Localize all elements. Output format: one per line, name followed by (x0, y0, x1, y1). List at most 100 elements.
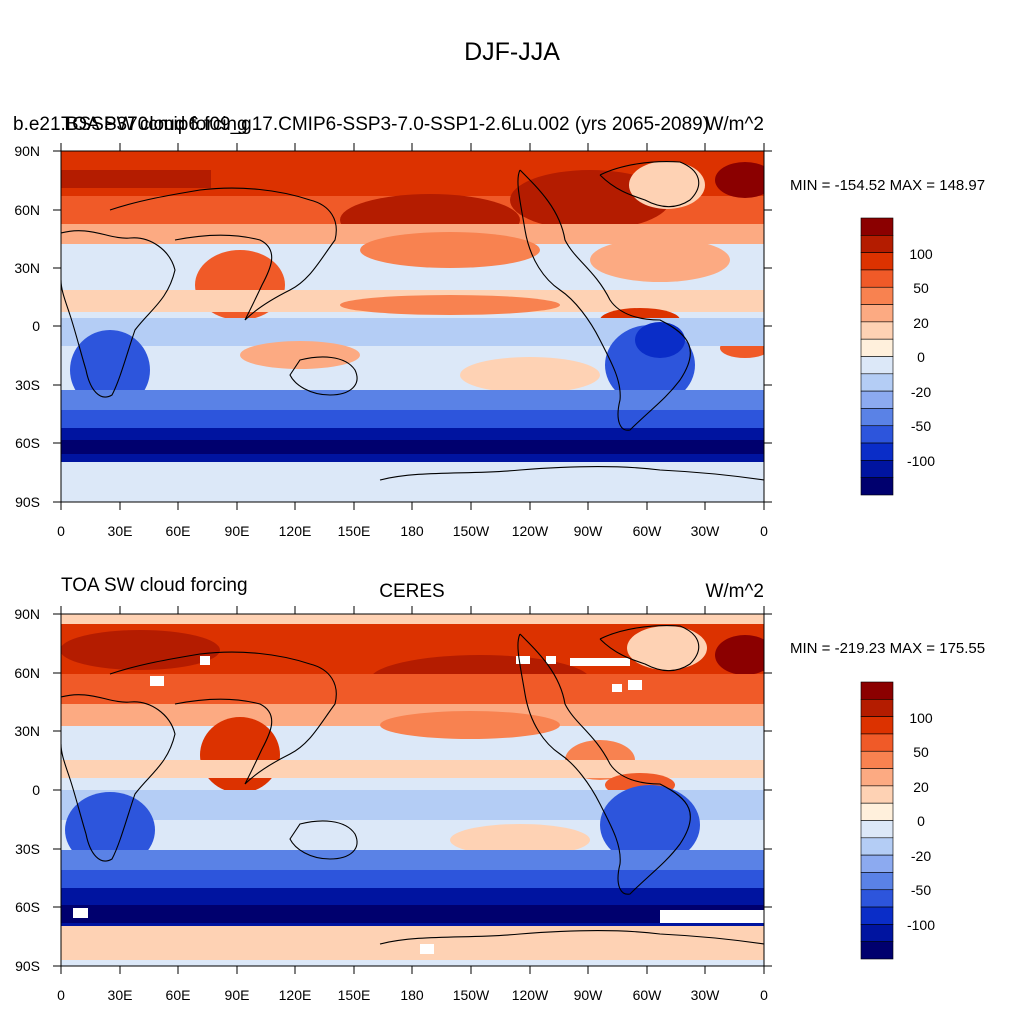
lat-label: 30N (14, 260, 40, 276)
colorbar-swatch (860, 252, 894, 271)
field-map (61, 151, 764, 502)
lon-label: 30E (108, 987, 133, 1003)
lat-label: 60N (14, 665, 40, 681)
colorbar-label: 100 (909, 710, 933, 726)
lon-label: 150W (453, 523, 490, 539)
lon-label: 90W (574, 523, 604, 539)
lon-label: 30W (691, 523, 721, 539)
lon-label: 0 (760, 523, 768, 539)
colorbar-swatch (860, 390, 894, 409)
colorbar-swatch (860, 820, 894, 839)
lat-axis: 90N 60N 30N 0 30S 60S 90S (14, 606, 772, 974)
colorbar-swatch (860, 442, 894, 461)
lon-label: 180 (400, 523, 424, 539)
panel-left-title: TOA SW cloud forcing (61, 575, 248, 596)
colorbar-label: 0 (917, 813, 925, 829)
panel-min-max: MIN = -219.23 MAX = 175.55 (790, 640, 985, 657)
lon-label: 60W (633, 523, 663, 539)
lat-label: 90S (15, 494, 40, 510)
colorbar-swatch (860, 699, 894, 717)
panel-model: TOA SW cloud forcing b.e21.BSSP370cmip6.… (13, 114, 985, 539)
lat-label: 30N (14, 723, 40, 739)
lon-label: 90E (225, 987, 250, 1003)
colorbar-swatch (860, 321, 894, 340)
panel-left-title: TOA SW cloud forcing (61, 114, 248, 135)
colorbar-label: 0 (917, 349, 925, 365)
colorbar-swatch (860, 235, 894, 253)
lat-label: 60S (15, 899, 40, 915)
colorbar-label: -100 (907, 917, 935, 933)
colorbar: 100 50 20 0 -20 -50 -100 (860, 681, 935, 960)
colorbar-label: 100 (909, 246, 933, 262)
panel-units: W/m^2 (705, 581, 764, 602)
colorbar-swatch (860, 837, 894, 856)
lon-label: 150E (338, 523, 371, 539)
lon-label: 150W (453, 987, 490, 1003)
lat-label: 90N (14, 143, 40, 159)
colorbar-label: -50 (911, 882, 931, 898)
colorbar-swatch (860, 906, 894, 925)
colorbar-swatch (860, 750, 894, 769)
lat-label: 60N (14, 202, 40, 218)
colorbar-label: -20 (911, 848, 931, 864)
colorbar-swatch (860, 269, 894, 288)
panel-min-max: MIN = -154.52 MAX = 148.97 (790, 177, 985, 194)
lat-label: 30S (15, 377, 40, 393)
lon-label: 120W (512, 523, 549, 539)
lon-label: 0 (57, 987, 65, 1003)
lat-label: 30S (15, 841, 40, 857)
coastlines (61, 161, 764, 481)
colorbar-label: -50 (911, 418, 931, 434)
colorbar-swatch (860, 217, 894, 236)
colorbar-swatch (860, 889, 894, 908)
field-map (61, 614, 764, 966)
colorbar-swatch (860, 408, 894, 427)
colorbar-swatch (860, 681, 894, 700)
coastlines (61, 625, 764, 945)
colorbar: 100 50 20 0 -20 -50 -100 (860, 217, 935, 496)
lat-label: 60S (15, 435, 40, 451)
lat-axis: 90N 60N 30N 0 30S 60S 90S (14, 143, 772, 510)
colorbar-label: 20 (913, 315, 929, 331)
colorbar-swatch (860, 802, 894, 821)
colorbar-swatch (860, 854, 894, 873)
colorbar-swatch (860, 373, 894, 392)
lon-label: 90W (574, 987, 604, 1003)
colorbar-swatch (860, 425, 894, 444)
lon-axis: 0 30E 60E 90E 120E 150E 180 150W 120W 90… (57, 143, 768, 539)
lon-label: 90E (225, 523, 250, 539)
colorbar-label: -20 (911, 384, 931, 400)
colorbar-label: 50 (913, 280, 929, 296)
lon-label: 120E (279, 987, 312, 1003)
lon-label: 180 (400, 987, 424, 1003)
colorbar-swatch (860, 356, 894, 375)
lon-label: 60E (166, 523, 191, 539)
lon-label: 60W (633, 987, 663, 1003)
lat-label: 0 (32, 782, 40, 798)
panel-units: W/m^2 (705, 114, 764, 135)
figure-title: DJF-JJA (464, 38, 560, 66)
colorbar-swatch (860, 304, 894, 323)
lat-label: 90N (14, 606, 40, 622)
lon-label: 30W (691, 987, 721, 1003)
colorbar-swatch (860, 733, 894, 752)
lon-label: 30E (108, 523, 133, 539)
colorbar-swatch (860, 460, 894, 478)
lon-label: 120W (512, 987, 549, 1003)
panel-observations: TOA SW cloud forcing CERES W/m^2 MIN = -… (14, 575, 985, 1003)
colorbar-swatch (860, 785, 894, 804)
colorbar-swatch (860, 941, 894, 960)
colorbar-swatch (860, 768, 894, 787)
colorbar-swatch (860, 872, 894, 891)
lon-axis: 0 30E 60E 90E 120E 150E 180 150W 120W 90… (57, 606, 768, 1003)
lon-label: 60E (166, 987, 191, 1003)
colorbar-label: 50 (913, 744, 929, 760)
lon-label: 0 (57, 523, 65, 539)
lon-label: 0 (760, 987, 768, 1003)
lat-label: 90S (15, 958, 40, 974)
lat-label: 0 (32, 318, 40, 334)
colorbar-swatch (860, 924, 894, 942)
lon-label: 120E (279, 523, 312, 539)
colorbar-swatch (860, 338, 894, 357)
lon-label: 150E (338, 987, 371, 1003)
